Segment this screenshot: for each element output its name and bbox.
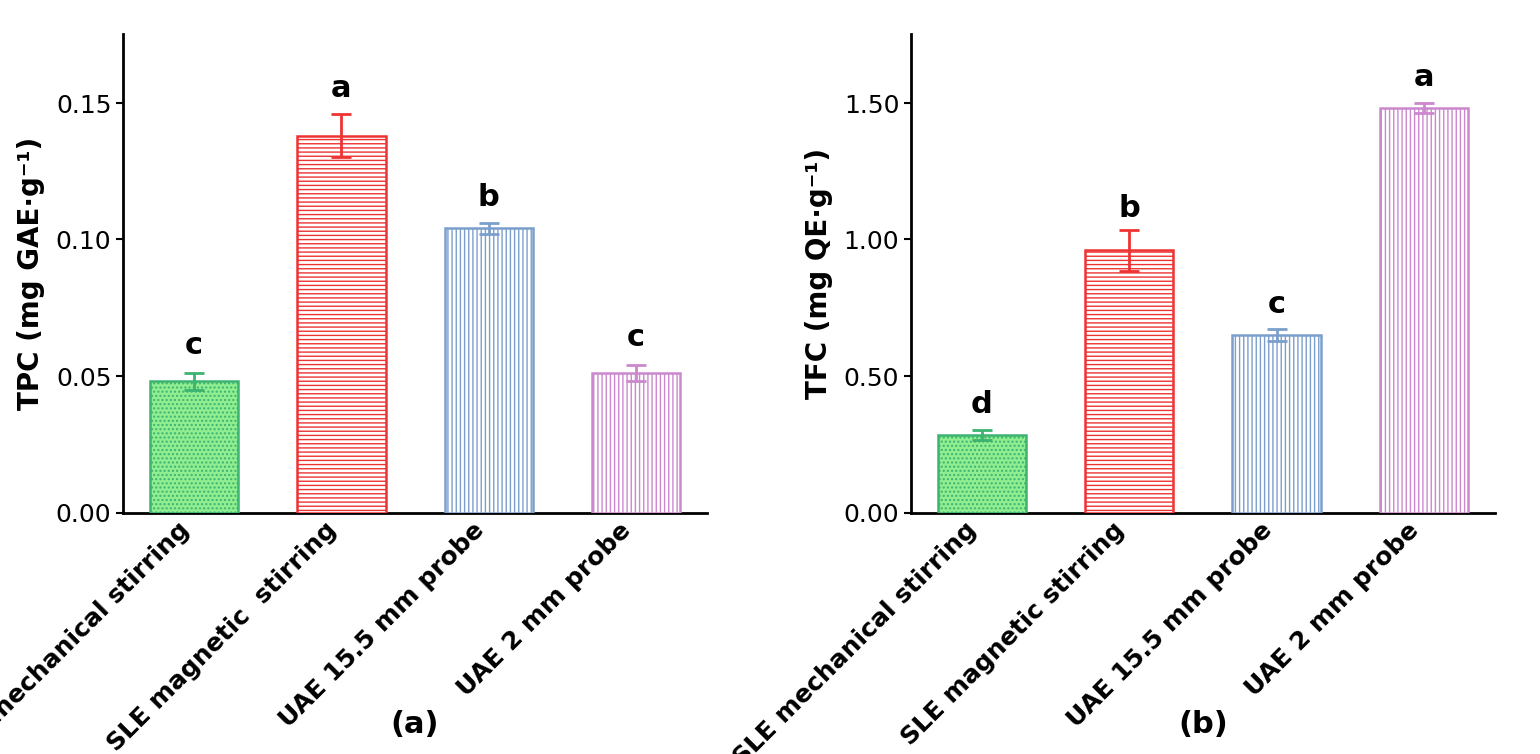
Text: b: b bbox=[477, 183, 499, 213]
Text: d: d bbox=[970, 390, 992, 418]
Bar bbox=[1378, 109, 1468, 513]
Text: a: a bbox=[331, 74, 351, 103]
Text: b: b bbox=[1118, 195, 1140, 223]
Bar bbox=[444, 228, 533, 513]
Text: c: c bbox=[185, 331, 203, 360]
Bar bbox=[1084, 250, 1173, 513]
Bar bbox=[936, 435, 1026, 513]
Y-axis label: TFC (mg QE·g⁻¹): TFC (mg QE·g⁻¹) bbox=[804, 149, 832, 399]
Bar bbox=[149, 382, 239, 513]
Bar bbox=[297, 136, 385, 513]
Text: (b): (b) bbox=[1177, 710, 1227, 739]
Bar bbox=[1232, 336, 1320, 513]
Y-axis label: TPC (mg GAE·g⁻¹): TPC (mg GAE·g⁻¹) bbox=[17, 137, 45, 410]
Text: a: a bbox=[1412, 63, 1434, 92]
Text: c: c bbox=[1267, 290, 1284, 319]
Bar bbox=[591, 373, 681, 513]
Text: (a): (a) bbox=[391, 710, 439, 739]
Text: c: c bbox=[627, 323, 645, 351]
